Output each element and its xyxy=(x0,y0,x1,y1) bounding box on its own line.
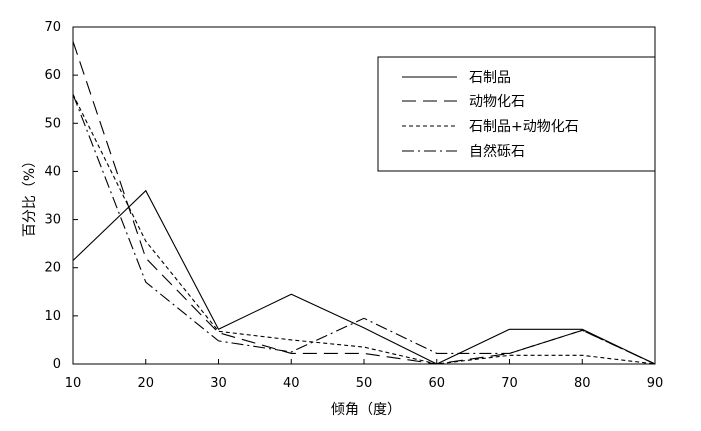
x-tick-label: 80 xyxy=(574,376,591,391)
y-tick-label: 50 xyxy=(44,116,61,131)
y-tick-label: 10 xyxy=(44,309,61,324)
y-axis: 0 10 20 30 40 50 60 70 xyxy=(44,20,78,372)
x-tick-label: 90 xyxy=(647,376,664,391)
x-tick-label: 20 xyxy=(137,376,154,391)
legend-label: 自然砾石 xyxy=(469,143,525,160)
y-tick-label: 70 xyxy=(44,20,61,35)
x-axis-title: 倾角（度） xyxy=(331,402,401,418)
y-tick-label: 60 xyxy=(44,68,61,83)
x-tick-label: 60 xyxy=(428,376,445,391)
series-line-1 xyxy=(72,189,656,365)
y-tick-label: 20 xyxy=(44,261,61,276)
y-tick-label: 30 xyxy=(44,213,61,228)
series-line-4 xyxy=(72,94,656,365)
legend-box xyxy=(377,56,656,172)
x-tick-label: 70 xyxy=(501,376,518,391)
y-tick-label: 40 xyxy=(44,164,61,179)
series-line-2 xyxy=(72,41,656,365)
x-tick-label: 30 xyxy=(210,376,227,391)
x-tick-label: 50 xyxy=(356,376,373,391)
legend-label: 石制品 xyxy=(469,70,511,86)
legend-label: 动物化石 xyxy=(469,94,525,110)
y-axis-title: 百分比（%） xyxy=(22,154,38,237)
legend-label: 石制品+动物化石 xyxy=(469,119,579,135)
y-tick-label: 0 xyxy=(53,357,61,372)
series-layer xyxy=(72,41,656,365)
x-tick-label: 40 xyxy=(283,376,300,391)
x-axis: 10 20 30 40 50 60 70 80 90 xyxy=(65,359,664,391)
x-tick-label: 10 xyxy=(65,376,82,391)
